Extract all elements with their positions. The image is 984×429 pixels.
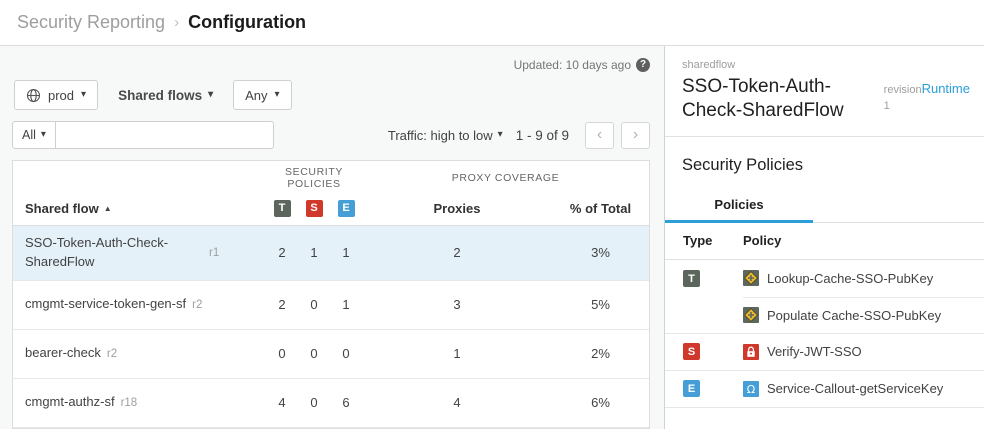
- table-row[interactable]: cmgmt-service-token-gen-sf r2 2 0 1 3 5%: [13, 280, 649, 330]
- entity-type-dropdown[interactable]: Shared flows ▾: [118, 88, 213, 103]
- group-header-proxy-coverage: PROXY COVERAGE: [451, 172, 560, 184]
- detail-panel: sharedflow SSO-Token-Auth-Check-SharedFl…: [664, 46, 984, 429]
- policy-column-type: Type: [683, 233, 713, 249]
- page-title: Configuration: [188, 12, 307, 32]
- environment-dropdown[interactable]: prod ▾: [14, 80, 99, 110]
- pagination-next-button[interactable]: ›: [621, 121, 650, 149]
- traffic-sort-label: Traffic: high to low: [387, 127, 493, 143]
- breadcrumb-parent-link[interactable]: Security Reporting: [17, 12, 166, 32]
- pct-of-total: 5%: [591, 297, 610, 313]
- svg-text:Ω: Ω: [747, 383, 755, 396]
- pct-of-total: 3%: [591, 245, 610, 261]
- extension-policy-count: 1: [342, 297, 350, 313]
- table-row[interactable]: bearer-check r2 0 0 0 1 2%: [13, 329, 649, 379]
- table-row[interactable]: SSO-Token-Auth-Check-SharedFlow r1 2 1 1…: [13, 226, 649, 281]
- proxies-count: 4: [453, 395, 461, 411]
- shared-flow-revision: r2: [106, 347, 118, 360]
- shared-flow-name: cmgmt-service-token-gen-sf: [25, 296, 187, 312]
- breadcrumb-separator-icon: ›: [174, 14, 180, 31]
- shared-flow-name: SSO-Token-Auth-Check-SharedFlow: [25, 235, 169, 269]
- any-filter-dropdown[interactable]: Any ▾: [233, 80, 292, 110]
- lock-icon: [743, 343, 759, 360]
- proxies-count: 2: [453, 245, 461, 261]
- column-header-traffic-badge: T: [273, 199, 291, 217]
- cache-icon: [743, 307, 759, 324]
- extension-policy-count: 6: [342, 395, 350, 411]
- chevron-down-icon: ▾: [40, 129, 46, 140]
- policy-row[interactable]: S Verify-JWT-SSO: [665, 334, 984, 371]
- policy-name: Populate Cache-SSO-PubKey: [767, 307, 942, 323]
- pct-of-total: 2%: [591, 346, 610, 362]
- globe-icon: [26, 88, 41, 103]
- security-type-badge: S: [683, 343, 700, 361]
- active-tab-indicator: [665, 219, 813, 223]
- pct-of-total: 6%: [591, 395, 610, 411]
- extension-policy-count: 1: [342, 245, 350, 261]
- proxies-count: 3: [453, 297, 461, 313]
- policy-row[interactable]: E Ω Service-Callout-getServiceKey: [665, 371, 984, 408]
- detail-title: SSO-Token-Auth-Check-SharedFlow: [682, 76, 844, 122]
- policy-name: Service-Callout-getServiceKey: [767, 381, 944, 397]
- column-header-pct-of-total: % of Total: [569, 200, 632, 216]
- help-icon[interactable]: ?: [636, 58, 650, 72]
- search-input[interactable]: [55, 121, 274, 149]
- breadcrumb: Security Reporting › Configuration: [0, 0, 984, 46]
- search-scope-label: All: [22, 128, 36, 142]
- revision-value: 1: [883, 100, 890, 112]
- policy-name: Verify-JWT-SSO: [767, 344, 862, 360]
- traffic-policy-count: 4: [278, 395, 286, 411]
- traffic-policy-count: 0: [278, 346, 286, 362]
- traffic-type-badge: T: [683, 270, 700, 288]
- security-policy-count: 0: [310, 395, 318, 411]
- revision-label: revision: [883, 84, 922, 96]
- pagination-range: 1 - 9 of 9: [515, 127, 569, 143]
- table-row[interactable]: cmgmt-authz-sf r18 4 0 6 4 6%: [13, 378, 649, 428]
- chevron-right-icon: ›: [632, 126, 639, 143]
- report-main-panel: Updated: 10 days ago ? prod ▾ Shared flo…: [0, 46, 664, 429]
- column-header-security-badge: S: [305, 199, 323, 217]
- search-scope-dropdown[interactable]: All ▾: [12, 121, 56, 149]
- traffic-policy-count: 2: [278, 245, 286, 261]
- policy-name: Lookup-Cache-SSO-PubKey: [767, 270, 934, 286]
- shared-flow-name: cmgmt-authz-sf: [25, 394, 115, 410]
- proxies-count: 1: [453, 346, 461, 362]
- traffic-policy-count: 2: [278, 297, 286, 313]
- updated-timestamp: Updated: 10 days ago: [513, 58, 631, 72]
- chevron-down-icon: ▾: [274, 89, 280, 100]
- chevron-down-icon: ▾: [208, 89, 214, 100]
- sort-ascending-icon: ▲: [103, 203, 112, 213]
- environment-label: prod: [48, 87, 75, 103]
- section-title: Security Policies: [682, 155, 804, 174]
- pagination-prev-button[interactable]: ‹: [585, 121, 614, 149]
- chevron-down-icon: ▾: [81, 89, 87, 100]
- extension-type-badge: E: [683, 380, 700, 398]
- column-header-extension-badge: E: [337, 199, 355, 217]
- shared-flows-table: SECURITY POLICIES PROXY COVERAGE Shared …: [12, 160, 650, 429]
- group-header-security-policies: SECURITY POLICIES: [285, 166, 343, 190]
- shared-flow-revision: r1: [209, 246, 220, 259]
- extension-policy-count: 0: [342, 346, 350, 362]
- chevron-down-icon: ▾: [497, 129, 503, 140]
- tab-policies[interactable]: Policies: [714, 196, 764, 212]
- entity-type-tag: sharedflow: [682, 59, 736, 71]
- chevron-left-icon: ‹: [596, 126, 603, 143]
- shared-flow-name: bearer-check: [25, 345, 101, 361]
- policy-row[interactable]: Populate Cache-SSO-PubKey: [665, 297, 984, 334]
- policy-row[interactable]: T Lookup-Cache-SSO-PubKey: [665, 260, 984, 297]
- policies-table: Type Policy T Lookup-Cache-SSO-PubKey: [665, 223, 984, 408]
- shared-flow-revision: r18: [120, 396, 138, 409]
- column-header-shared-flow[interactable]: Shared flow ▲: [25, 200, 112, 216]
- security-policy-count: 1: [310, 245, 318, 261]
- policy-column-policy: Policy: [743, 233, 782, 249]
- shared-flow-revision: r2: [192, 298, 203, 311]
- cache-icon: [743, 270, 759, 287]
- any-filter-label: Any: [245, 87, 268, 103]
- callout-icon: Ω: [743, 380, 759, 397]
- security-policy-count: 0: [310, 346, 318, 362]
- column-header-proxies: Proxies: [433, 200, 481, 216]
- runtime-link[interactable]: Runtime: [921, 81, 970, 96]
- entity-type-label: Shared flows: [118, 87, 203, 103]
- traffic-sort-dropdown[interactable]: Traffic: high to low ▾: [388, 128, 503, 143]
- security-policy-count: 0: [310, 297, 318, 313]
